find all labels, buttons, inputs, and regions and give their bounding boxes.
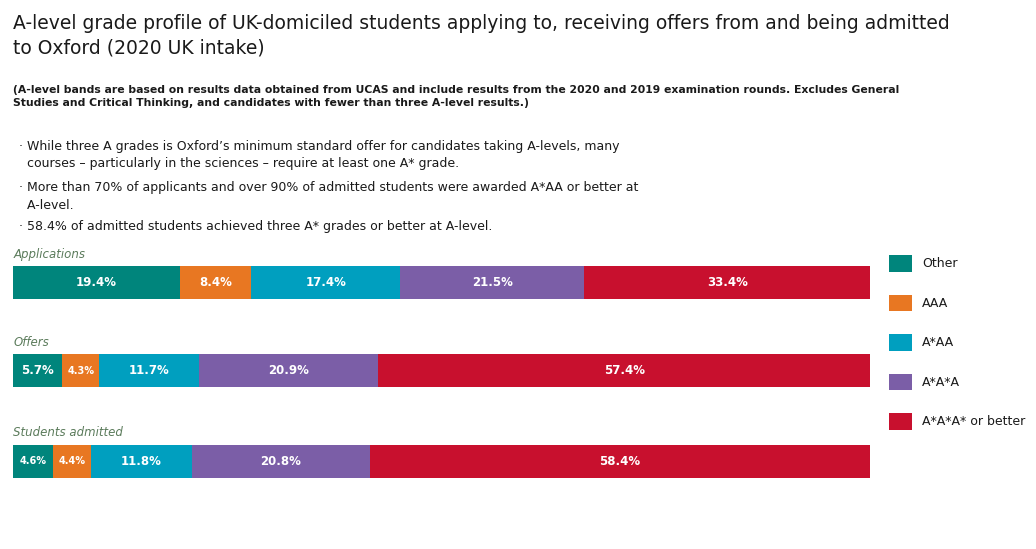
Text: 20.8%: 20.8%: [260, 455, 301, 468]
FancyBboxPatch shape: [99, 354, 199, 387]
Text: · While three A grades is Oxford’s minimum standard offer for candidates taking : · While three A grades is Oxford’s minim…: [19, 140, 620, 171]
Text: 33.4%: 33.4%: [707, 276, 748, 289]
Text: Applications: Applications: [13, 248, 85, 261]
Text: A*AA: A*AA: [922, 336, 954, 349]
FancyBboxPatch shape: [889, 374, 912, 390]
Text: 5.7%: 5.7%: [22, 364, 54, 377]
Text: 21.5%: 21.5%: [472, 276, 513, 289]
Text: 11.8%: 11.8%: [120, 455, 162, 468]
Text: Offers: Offers: [13, 335, 50, 349]
Text: 4.4%: 4.4%: [58, 456, 85, 466]
FancyBboxPatch shape: [889, 413, 912, 430]
Text: 11.7%: 11.7%: [128, 364, 170, 377]
Text: 58.4%: 58.4%: [600, 455, 640, 468]
Text: 20.9%: 20.9%: [268, 364, 310, 377]
FancyBboxPatch shape: [62, 354, 99, 387]
Text: 19.4%: 19.4%: [76, 276, 117, 289]
FancyBboxPatch shape: [584, 266, 870, 299]
Text: 4.3%: 4.3%: [67, 366, 94, 376]
Text: 4.6%: 4.6%: [20, 456, 47, 466]
FancyBboxPatch shape: [192, 445, 370, 478]
FancyBboxPatch shape: [13, 266, 179, 299]
Text: A*A*A: A*A*A: [922, 376, 960, 389]
Text: (A-level bands are based on results data obtained from UCAS and include results : (A-level bands are based on results data…: [13, 85, 899, 108]
Text: Students admitted: Students admitted: [13, 426, 123, 439]
FancyBboxPatch shape: [400, 266, 584, 299]
FancyBboxPatch shape: [13, 445, 53, 478]
Text: A*A*A* or better: A*A*A* or better: [922, 415, 1026, 428]
FancyBboxPatch shape: [252, 266, 400, 299]
FancyBboxPatch shape: [889, 295, 912, 311]
FancyBboxPatch shape: [90, 445, 192, 478]
FancyBboxPatch shape: [378, 354, 870, 387]
Text: Other: Other: [922, 257, 957, 270]
Text: · 58.4% of admitted students achieved three A* grades or better at A-level.: · 58.4% of admitted students achieved th…: [19, 220, 492, 233]
Text: 8.4%: 8.4%: [199, 276, 232, 289]
FancyBboxPatch shape: [889, 255, 912, 272]
Text: 57.4%: 57.4%: [604, 364, 644, 377]
FancyBboxPatch shape: [13, 354, 62, 387]
FancyBboxPatch shape: [889, 334, 912, 351]
Text: A-level grade profile of UK-domiciled students applying to, receiving offers fro: A-level grade profile of UK-domiciled st…: [13, 14, 950, 58]
FancyBboxPatch shape: [53, 445, 90, 478]
FancyBboxPatch shape: [179, 266, 252, 299]
Text: AAA: AAA: [922, 296, 948, 310]
FancyBboxPatch shape: [370, 445, 870, 478]
Text: · More than 70% of applicants and over 90% of admitted students were awarded A*A: · More than 70% of applicants and over 9…: [19, 181, 638, 212]
FancyBboxPatch shape: [199, 354, 378, 387]
Text: 17.4%: 17.4%: [306, 276, 346, 289]
